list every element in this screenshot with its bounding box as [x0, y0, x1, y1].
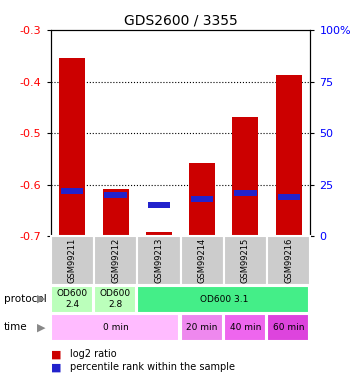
Text: 20 min: 20 min	[187, 322, 218, 332]
Text: GSM99215: GSM99215	[241, 238, 250, 283]
Text: GSM99214: GSM99214	[198, 238, 206, 283]
Text: ■: ■	[51, 363, 61, 372]
Bar	[51, 286, 92, 313]
Text: ▶: ▶	[37, 294, 46, 304]
Title: GDS2600 / 3355: GDS2600 / 3355	[123, 13, 238, 27]
Bar	[51, 236, 94, 285]
Text: percentile rank within the sample: percentile rank within the sample	[70, 363, 235, 372]
Text: ▶: ▶	[37, 322, 46, 332]
Bar	[180, 314, 222, 340]
Text: protocol: protocol	[4, 294, 46, 304]
Text: log2 ratio: log2 ratio	[70, 350, 117, 359]
Text: GSM99211: GSM99211	[68, 238, 77, 283]
Text: 0 min: 0 min	[103, 322, 129, 332]
Bar	[224, 314, 266, 340]
Bar	[103, 189, 129, 236]
Text: ■: ■	[51, 350, 61, 359]
Bar	[59, 58, 85, 236]
Text: OD600 3.1: OD600 3.1	[200, 295, 248, 304]
Bar	[61, 188, 83, 194]
Bar	[146, 232, 172, 236]
Bar	[94, 236, 137, 285]
Bar	[276, 75, 302, 236]
Bar	[137, 286, 309, 313]
Text: OD600
2.4: OD600 2.4	[57, 290, 88, 309]
Bar	[189, 163, 215, 236]
Bar	[278, 194, 300, 200]
Text: GSM99213: GSM99213	[155, 238, 163, 284]
Bar	[232, 117, 258, 236]
Bar	[191, 196, 213, 202]
Text: time: time	[4, 322, 27, 332]
Bar	[234, 190, 257, 196]
Bar	[94, 286, 136, 313]
Text: OD600
2.8: OD600 2.8	[100, 290, 131, 309]
Bar	[137, 236, 180, 285]
Bar	[51, 314, 179, 340]
Bar	[224, 236, 267, 285]
Bar	[148, 202, 170, 208]
Text: GSM99212: GSM99212	[111, 238, 120, 283]
Text: 40 min: 40 min	[230, 322, 261, 332]
Bar	[267, 314, 309, 340]
Text: 60 min: 60 min	[273, 322, 305, 332]
Text: GSM99216: GSM99216	[284, 238, 293, 284]
Bar	[180, 236, 224, 285]
Bar	[267, 236, 310, 285]
Bar	[104, 192, 127, 198]
